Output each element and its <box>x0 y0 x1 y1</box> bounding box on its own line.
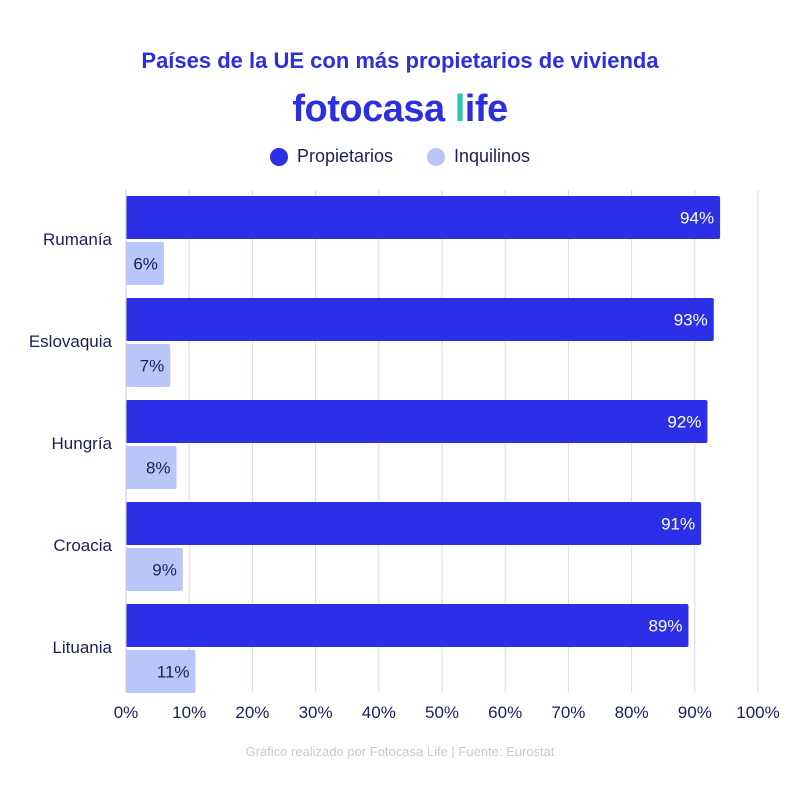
chart-title: Países de la UE con más propietarios de … <box>141 48 659 73</box>
bar-inquilinos <box>126 650 196 693</box>
bar-inquilinos <box>126 446 177 489</box>
category-label: Rumanía <box>43 230 113 249</box>
x-tick-label: 10% <box>172 703 206 722</box>
x-tick-label: 70% <box>551 703 585 722</box>
legend-item-propietarios: Propietarios <box>269 146 393 167</box>
data-label-propietarios: 94% <box>680 209 714 228</box>
bar-inquilinos <box>126 344 171 387</box>
legend-dot-propietarios <box>269 147 288 166</box>
data-label-inquilinos: 6% <box>133 255 158 274</box>
brand-logo: fotocasa life <box>0 88 800 131</box>
x-tick-label: 30% <box>299 703 333 722</box>
x-tick-label: 100% <box>736 703 779 722</box>
category-label: Hungría <box>52 434 113 453</box>
brand-name-main: fotocasa <box>292 88 455 130</box>
category-label: Eslovaquia <box>29 332 113 351</box>
legend-item-inquilinos: Inquilinos <box>426 146 531 167</box>
data-label-propietarios: 91% <box>661 515 695 534</box>
data-label-propietarios: 89% <box>648 617 682 636</box>
data-label-propietarios: 93% <box>674 311 708 330</box>
data-label-inquilinos: 7% <box>140 357 165 376</box>
category-label: Croacia <box>53 536 112 555</box>
legend-dot-inquilinos <box>426 147 445 166</box>
bar-propietarios <box>126 196 721 239</box>
data-label-inquilinos: 9% <box>152 561 177 580</box>
legend-label-inquilinos: Inquilinos <box>453 146 531 166</box>
bar-propietarios <box>126 604 689 647</box>
data-label-inquilinos: 11% <box>157 663 190 682</box>
x-tick-label: 90% <box>678 703 712 722</box>
x-tick-label: 0% <box>114 703 139 722</box>
brand-name-rest: ife <box>464 88 508 130</box>
legend: Propietarios Inquilinos <box>0 146 800 167</box>
x-tick-label: 40% <box>362 703 396 722</box>
category-label: Lituania <box>52 638 112 657</box>
data-label-inquilinos: 8% <box>146 459 171 478</box>
brand-name-l: l <box>454 88 466 130</box>
footer-source: Gráfico realizado por Fotocasa Life | Fu… <box>245 744 555 759</box>
x-tick-label: 20% <box>235 703 269 722</box>
bar-propietarios <box>126 298 714 341</box>
bar-inquilinos <box>126 548 183 591</box>
bar-propietarios <box>126 502 702 545</box>
data-label-propietarios: 92% <box>667 413 701 432</box>
bar-inquilinos <box>126 242 164 285</box>
legend-label-propietarios: Propietarios <box>296 146 393 166</box>
x-tick-label: 60% <box>488 703 522 722</box>
x-tick-label: 80% <box>615 703 649 722</box>
bar-propietarios <box>126 400 708 443</box>
x-tick-label: 50% <box>425 703 459 722</box>
